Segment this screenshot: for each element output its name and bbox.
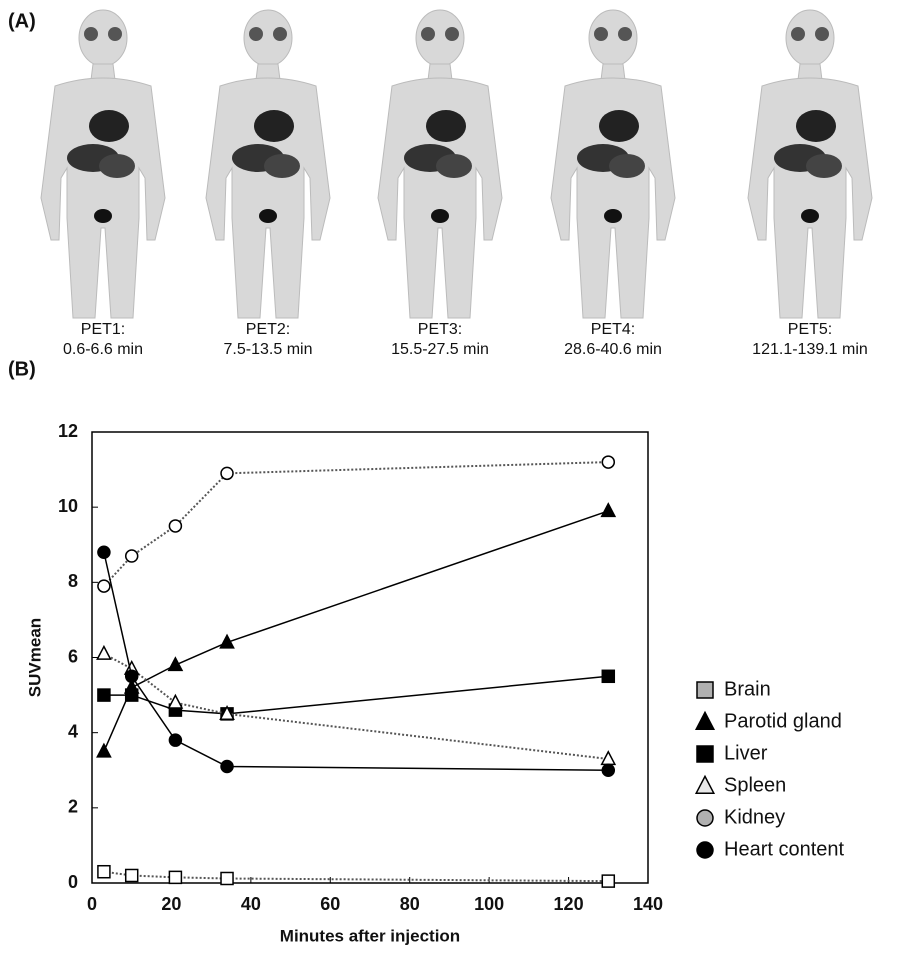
legend-marker xyxy=(697,810,713,826)
scan-name: PET5: xyxy=(788,321,832,338)
y-tick-label: 4 xyxy=(68,721,78,741)
x-tick-label: 60 xyxy=(320,894,340,914)
pet-image xyxy=(206,10,330,318)
data-point xyxy=(602,504,615,517)
legend-label: Heart content xyxy=(724,838,845,860)
y-tick-label: 10 xyxy=(58,496,78,516)
scan-time: 15.5-27.5 min xyxy=(391,341,489,358)
pet-image xyxy=(41,10,165,318)
y-tick-label: 8 xyxy=(68,571,78,591)
panel-label: (A) xyxy=(8,10,36,32)
data-point xyxy=(169,520,181,532)
legend-marker xyxy=(697,682,713,698)
data-point xyxy=(97,744,110,757)
data-point xyxy=(98,546,110,558)
data-point xyxy=(126,689,138,701)
scan-name: PET4: xyxy=(591,321,635,338)
legend-label: Brain xyxy=(724,678,771,700)
y-tick-label: 6 xyxy=(68,646,78,666)
data-point xyxy=(169,695,182,708)
legend-label: Parotid gland xyxy=(724,710,842,732)
x-tick-label: 140 xyxy=(633,894,663,914)
x-tick-label: 40 xyxy=(241,894,261,914)
x-tick-label: 0 xyxy=(87,894,97,914)
legend-label: Liver xyxy=(724,742,768,764)
scan-name: PET2: xyxy=(246,321,290,338)
data-point xyxy=(126,670,138,682)
y-tick-label: 12 xyxy=(58,421,78,441)
legend-marker xyxy=(697,842,713,858)
scan-name: PET3: xyxy=(418,321,462,338)
y-tick-label: 0 xyxy=(68,872,78,892)
data-point xyxy=(602,456,614,468)
data-point xyxy=(98,580,110,592)
pet-image xyxy=(378,10,502,318)
scan-time: 7.5-13.5 min xyxy=(224,341,313,358)
legend-marker xyxy=(697,746,713,762)
y-axis-label: SUVmean xyxy=(25,618,44,697)
data-point xyxy=(602,764,614,776)
scan-time: 121.1-139.1 min xyxy=(752,341,868,358)
data-point xyxy=(221,467,233,479)
data-point xyxy=(169,871,181,883)
scan-time: 0.6-6.6 min xyxy=(63,341,143,358)
x-tick-label: 120 xyxy=(554,894,584,914)
legend-label: Spleen xyxy=(724,774,786,796)
x-axis-label: Minutes after injection xyxy=(280,926,460,945)
x-tick-label: 80 xyxy=(400,894,420,914)
figure: (A) (B) PET1: 0.6-6.6 min PET2: 7.5-13.5 mi… xyxy=(0,0,897,948)
data-point xyxy=(126,550,138,562)
data-point xyxy=(169,734,181,746)
data-point xyxy=(97,647,110,660)
data-point xyxy=(126,869,138,881)
x-tick-label: 20 xyxy=(161,894,181,914)
data-point xyxy=(98,866,110,878)
legend-label: Kidney xyxy=(724,806,785,828)
x-tick-label: 100 xyxy=(474,894,504,914)
pet-image xyxy=(551,10,675,318)
page: (A) (B) PET1: 0.6-6.6 min PET2: 7.5-13.5 mi… xyxy=(0,0,897,953)
data-point xyxy=(169,658,182,671)
data-point xyxy=(602,752,615,765)
data-point xyxy=(98,689,110,701)
data-point xyxy=(221,760,233,772)
pet-image xyxy=(748,10,872,318)
data-point xyxy=(221,872,233,884)
panel-label: (B) xyxy=(8,358,36,380)
data-point xyxy=(602,670,614,682)
y-tick-label: 2 xyxy=(68,797,78,817)
scan-name: PET1: xyxy=(81,321,125,338)
scan-time: 28.6-40.6 min xyxy=(564,341,662,358)
legend-marker xyxy=(696,776,714,793)
data-point xyxy=(602,875,614,887)
legend-marker xyxy=(696,712,714,729)
